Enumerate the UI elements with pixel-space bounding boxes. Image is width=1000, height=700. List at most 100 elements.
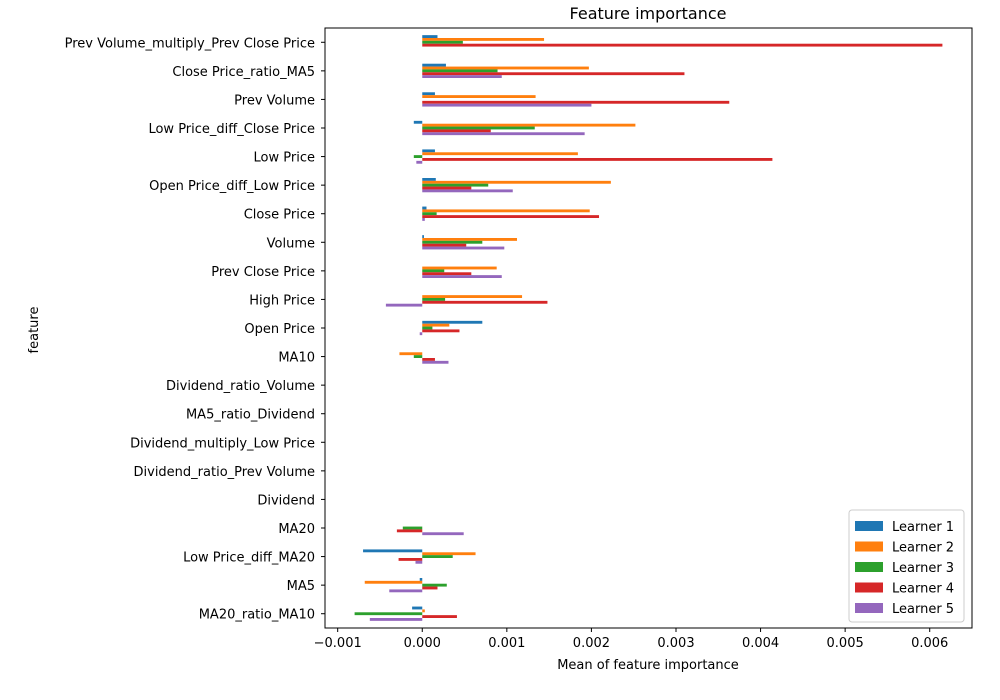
bar-1-8 [422,235,424,238]
bar-2-1 [422,38,545,41]
bar-2-20 [364,580,423,584]
bar-2-9 [422,266,497,270]
bar-5-2 [422,75,502,78]
y-tick-label: Low Price_diff_MA20 [183,551,315,566]
legend-label-3: Learner 3 [892,561,954,576]
legend: Learner 1 Learner 2 Learner 3 Learner 4 Lear… [848,509,965,623]
bar-3-11 [422,326,433,330]
x-axis-title: Mean of feature importance [557,658,739,673]
legend-box [848,509,965,623]
bar-1-3 [422,92,435,96]
bar-5-5 [416,160,423,164]
y-tick-label: MA5_ratio_Dividend [186,408,315,423]
bar-4-8 [422,243,467,247]
plot-area: Prev Volume_multiply_Prev Close Price Clo… [65,27,973,651]
bar-2-6 [422,180,611,184]
y-tick-label: Open Price [244,322,315,337]
bar-4-18 [396,529,423,533]
bar-5-10 [385,303,423,307]
bar-5-3 [422,103,592,107]
y-tick-label: Dividend [257,493,315,508]
x-tick-label: 0.000 [404,636,441,651]
bar-5-11 [419,332,423,336]
bar-1-5 [422,149,435,153]
bar-3-2 [422,69,498,73]
y-tick-label: Low Price [254,151,315,166]
bar-5-19 [415,560,423,564]
bar-3-7 [422,212,437,216]
bar-4-20 [422,586,438,590]
bar-3-1 [422,40,463,44]
legend-swatch-1 [855,521,883,531]
y-tick-label: Open Price_diff_Low Price [149,179,315,194]
bar-5-18 [422,532,464,536]
x-tick-label: 0.005 [827,636,864,651]
y-tick-label: Dividend_ratio_Prev Volume [134,465,316,480]
bar-4-21 [422,615,457,618]
x-tick-label: 0.002 [573,636,610,651]
bar-5-20 [389,589,423,593]
bar-4-1 [422,43,943,47]
bar-2-21 [422,609,425,613]
bar-3-18 [402,526,423,530]
bar-3-8 [422,240,483,244]
bar-1-7 [422,206,427,210]
legend-label-2: Learner 2 [892,541,954,556]
legend-label-5: Learner 5 [892,602,954,617]
bar-3-5 [413,155,423,158]
bar-5-21 [369,618,423,621]
y-tick-label: MA10 [278,351,315,366]
y-tick-label: Prev Volume [234,93,315,108]
y-tick-label: Prev Volume_multiply_Prev Close Price [65,36,315,51]
bar-4-19 [398,558,423,561]
bar-4-6 [422,186,472,190]
bar-1-19 [363,549,423,553]
y-axis-title: feature [27,307,42,354]
y-tick-label: Prev Close Price [211,265,315,280]
bar-3-19 [422,555,453,558]
bar-1-21 [412,606,423,610]
bar-4-3 [422,100,730,104]
legend-swatch-4 [855,582,883,593]
bar-4-10 [422,300,548,304]
legend-swatch-5 [855,603,883,613]
bar-4-7 [422,215,600,218]
bar-2-2 [422,66,589,70]
y-tick-label: Volume [267,236,315,251]
legend-label-1: Learner 1 [892,520,954,535]
chart-title: Feature importance [570,4,727,23]
x-tick-label: 0.006 [911,636,948,651]
bar-2-7 [422,209,590,213]
bar-2-19 [422,552,476,556]
bar-4-11 [422,329,460,333]
bar-3-20 [422,583,447,587]
x-tick-label: 0.001 [488,636,525,651]
bar-3-21 [354,612,423,616]
bar-1-11 [422,320,483,324]
bar-1-6 [422,178,436,181]
y-tick-label: MA5 [287,579,315,594]
bar-4-2 [422,72,685,76]
bar-2-10 [422,295,523,298]
bar-2-4 [422,123,636,127]
bar-5-6 [422,189,513,193]
bar-2-5 [422,152,578,156]
bar-1-1 [422,35,438,38]
bar-4-5 [422,158,773,161]
bar-3-4 [422,126,535,130]
bar-2-12 [399,352,423,356]
bar-4-4 [422,129,491,133]
x-tick-label: 0.004 [742,636,779,651]
bar-1-20 [419,578,423,581]
x-tick-label: 0.003 [657,636,694,651]
bar-5-8 [422,246,505,250]
y-tick-label: MA20 [278,522,315,537]
x-tick-label: −0.001 [314,636,362,651]
bar-2-11 [422,323,450,327]
bar-4-9 [422,272,472,276]
bar-1-2 [422,63,446,67]
bar-2-3 [422,95,536,98]
bar-1-4 [413,120,423,124]
y-tick-label: High Price [249,293,315,308]
